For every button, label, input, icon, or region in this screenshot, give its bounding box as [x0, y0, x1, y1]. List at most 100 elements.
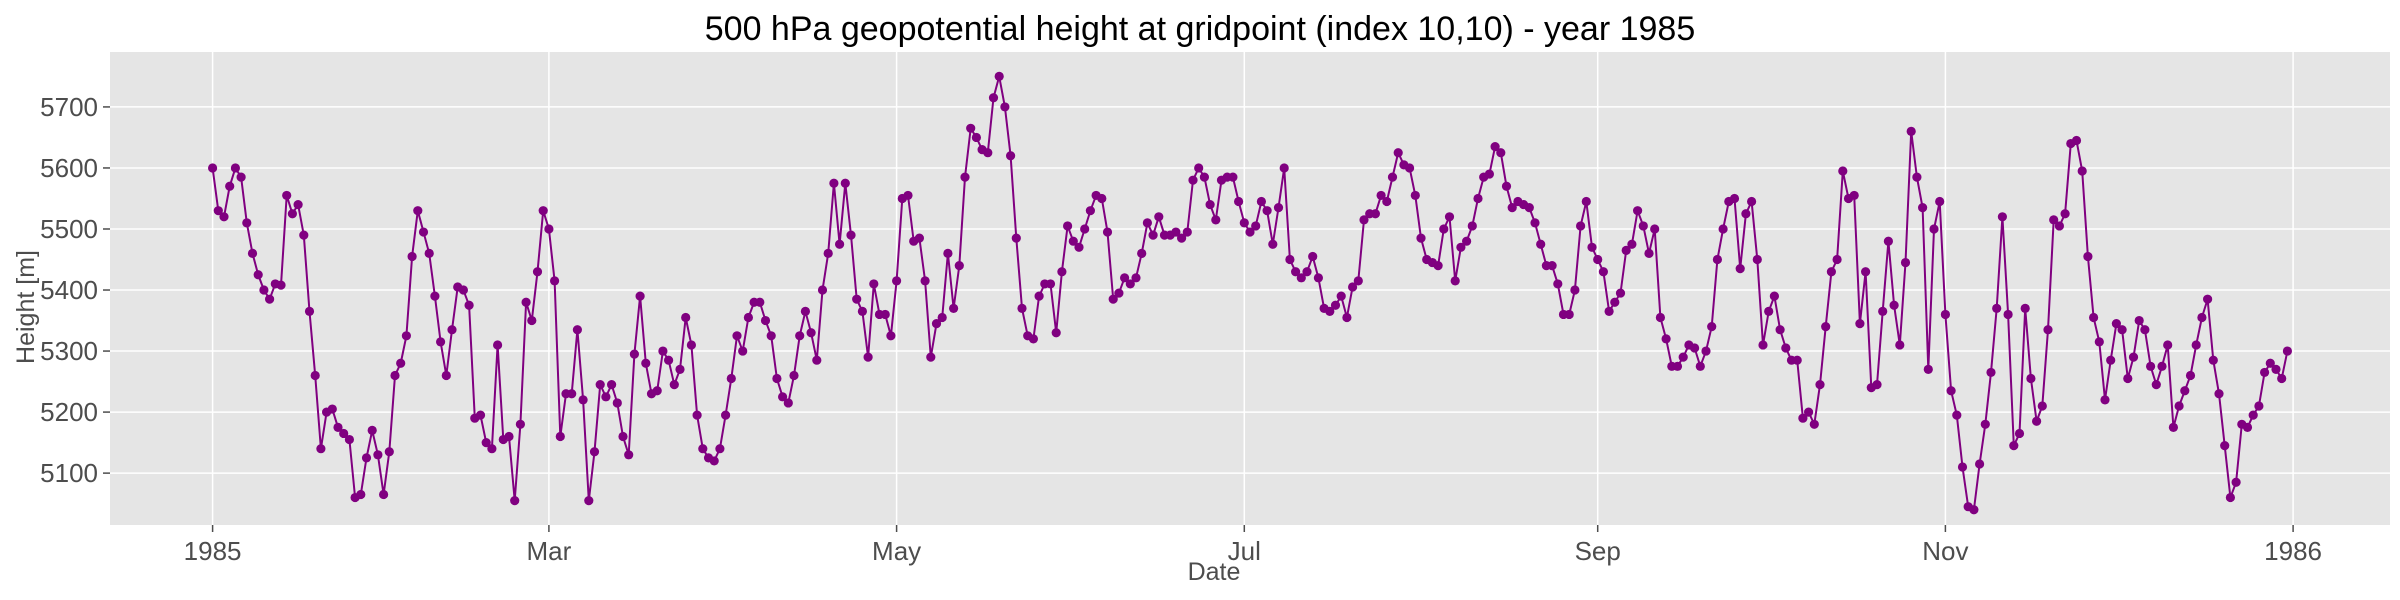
data-point — [247, 248, 258, 259]
data-point — [1798, 413, 1808, 423]
data-point — [493, 340, 503, 350]
data-point — [1376, 190, 1386, 201]
data-point — [1496, 148, 1506, 158]
data-point — [709, 456, 719, 466]
data-point — [1752, 254, 1762, 265]
data-point — [1370, 209, 1380, 219]
data-point — [1205, 199, 1215, 210]
data-point — [1593, 254, 1603, 265]
series-layer — [208, 71, 2292, 515]
data-point — [766, 331, 776, 341]
data-point — [1405, 163, 1415, 173]
data-point — [1861, 267, 1871, 277]
data-point — [1547, 261, 1557, 271]
data-point — [823, 248, 833, 259]
data-point — [1935, 196, 1945, 207]
data-point — [259, 285, 269, 295]
data-point — [738, 346, 748, 356]
data-point — [2014, 428, 2025, 439]
y-tick-label: 5100 — [40, 458, 98, 488]
data-point — [1199, 172, 1209, 182]
data-point — [230, 163, 240, 173]
data-point — [1878, 306, 1888, 316]
data-point — [1325, 306, 1335, 316]
data-point — [789, 370, 799, 381]
data-point — [760, 315, 771, 326]
data-point — [276, 280, 286, 290]
data-point — [2146, 361, 2156, 371]
data-point — [1085, 206, 1095, 216]
data-point — [2134, 315, 2144, 326]
data-point — [903, 190, 913, 201]
data-point — [589, 447, 600, 457]
data-point — [943, 248, 953, 259]
data-point — [2026, 373, 2036, 384]
data-point — [418, 227, 429, 237]
data-point — [550, 276, 560, 286]
data-point — [2265, 358, 2275, 368]
data-point — [1530, 218, 1540, 228]
data-point — [236, 172, 246, 182]
data-point — [988, 93, 999, 103]
data-point — [390, 370, 400, 381]
data-point — [1251, 221, 1261, 231]
data-point — [441, 370, 451, 381]
data-point — [629, 349, 640, 359]
data-point — [2225, 492, 2235, 503]
data-point — [1296, 273, 1306, 283]
data-point — [2089, 312, 2099, 323]
data-point — [743, 312, 754, 323]
data-point — [960, 172, 970, 182]
data-point — [1986, 367, 1996, 378]
data-point — [635, 291, 645, 301]
data-point — [1194, 163, 1204, 173]
data-point — [373, 450, 383, 460]
data-point — [624, 450, 634, 460]
data-point — [1148, 230, 1158, 240]
data-point — [641, 358, 651, 368]
data-point — [1291, 267, 1301, 277]
data-point — [1940, 309, 1950, 320]
data-point — [1952, 410, 1962, 420]
data-point — [242, 218, 252, 228]
data-point — [1273, 203, 1284, 213]
data-point — [1017, 303, 1027, 313]
data-point — [1587, 242, 1597, 252]
data-point — [601, 392, 611, 402]
data-point — [1576, 221, 1586, 231]
data-point — [1467, 221, 1477, 231]
data-point — [1889, 300, 1899, 310]
data-point — [2060, 209, 2070, 219]
data-point — [1957, 462, 1968, 472]
data-point — [1473, 193, 1483, 204]
data-point — [2043, 325, 2053, 335]
data-point — [333, 422, 343, 432]
data-point — [2214, 389, 2224, 399]
data-point — [538, 206, 548, 216]
data-point — [2083, 251, 2093, 262]
data-point — [1239, 218, 1249, 228]
data-point — [1707, 322, 1717, 332]
data-point — [1382, 196, 1392, 207]
data-point — [1895, 340, 1905, 350]
data-point — [983, 148, 993, 158]
data-point — [1650, 224, 1660, 234]
data-point — [726, 373, 736, 384]
data-point — [424, 248, 434, 259]
data-point — [880, 309, 890, 320]
y-tick-label: 5300 — [40, 336, 98, 366]
y-axis-label: Height [m] — [12, 250, 40, 364]
data-point — [1051, 328, 1061, 338]
data-point — [1638, 221, 1648, 231]
data-point — [1416, 233, 1426, 243]
data-point — [1975, 459, 1985, 469]
data-point — [1792, 355, 1802, 365]
data-point — [806, 328, 816, 338]
data-point — [846, 230, 856, 240]
data-point — [1034, 291, 1044, 301]
data-point — [652, 386, 662, 396]
data-point — [344, 434, 354, 445]
data-point — [840, 178, 850, 188]
data-point — [1262, 206, 1272, 216]
